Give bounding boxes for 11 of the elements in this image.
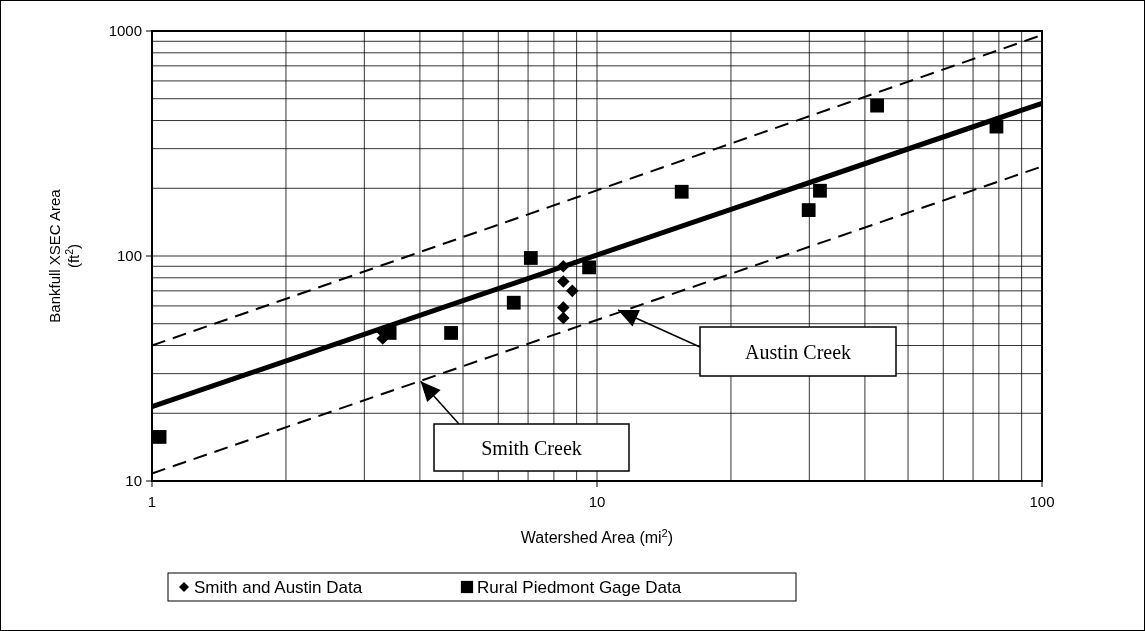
y-tick-label: 1000 bbox=[108, 22, 142, 39]
y-tick-label: 10 bbox=[125, 472, 142, 489]
y-tick-label: 100 bbox=[116, 247, 142, 264]
legend-label: Rural Piedmont Gage Data bbox=[477, 578, 682, 597]
x-tick-label: 10 bbox=[588, 493, 606, 510]
x-axis-title: Watershed Area (mi$^{2}$) bbox=[520, 527, 674, 546]
annotation: Austin Creek bbox=[744, 340, 852, 363]
legend-label: Smith and Austin Data bbox=[194, 578, 363, 597]
annotation: Smith Creek bbox=[481, 436, 582, 459]
x-tick-label: 100 bbox=[1029, 493, 1055, 510]
x-tick-label: 1 bbox=[147, 493, 157, 510]
